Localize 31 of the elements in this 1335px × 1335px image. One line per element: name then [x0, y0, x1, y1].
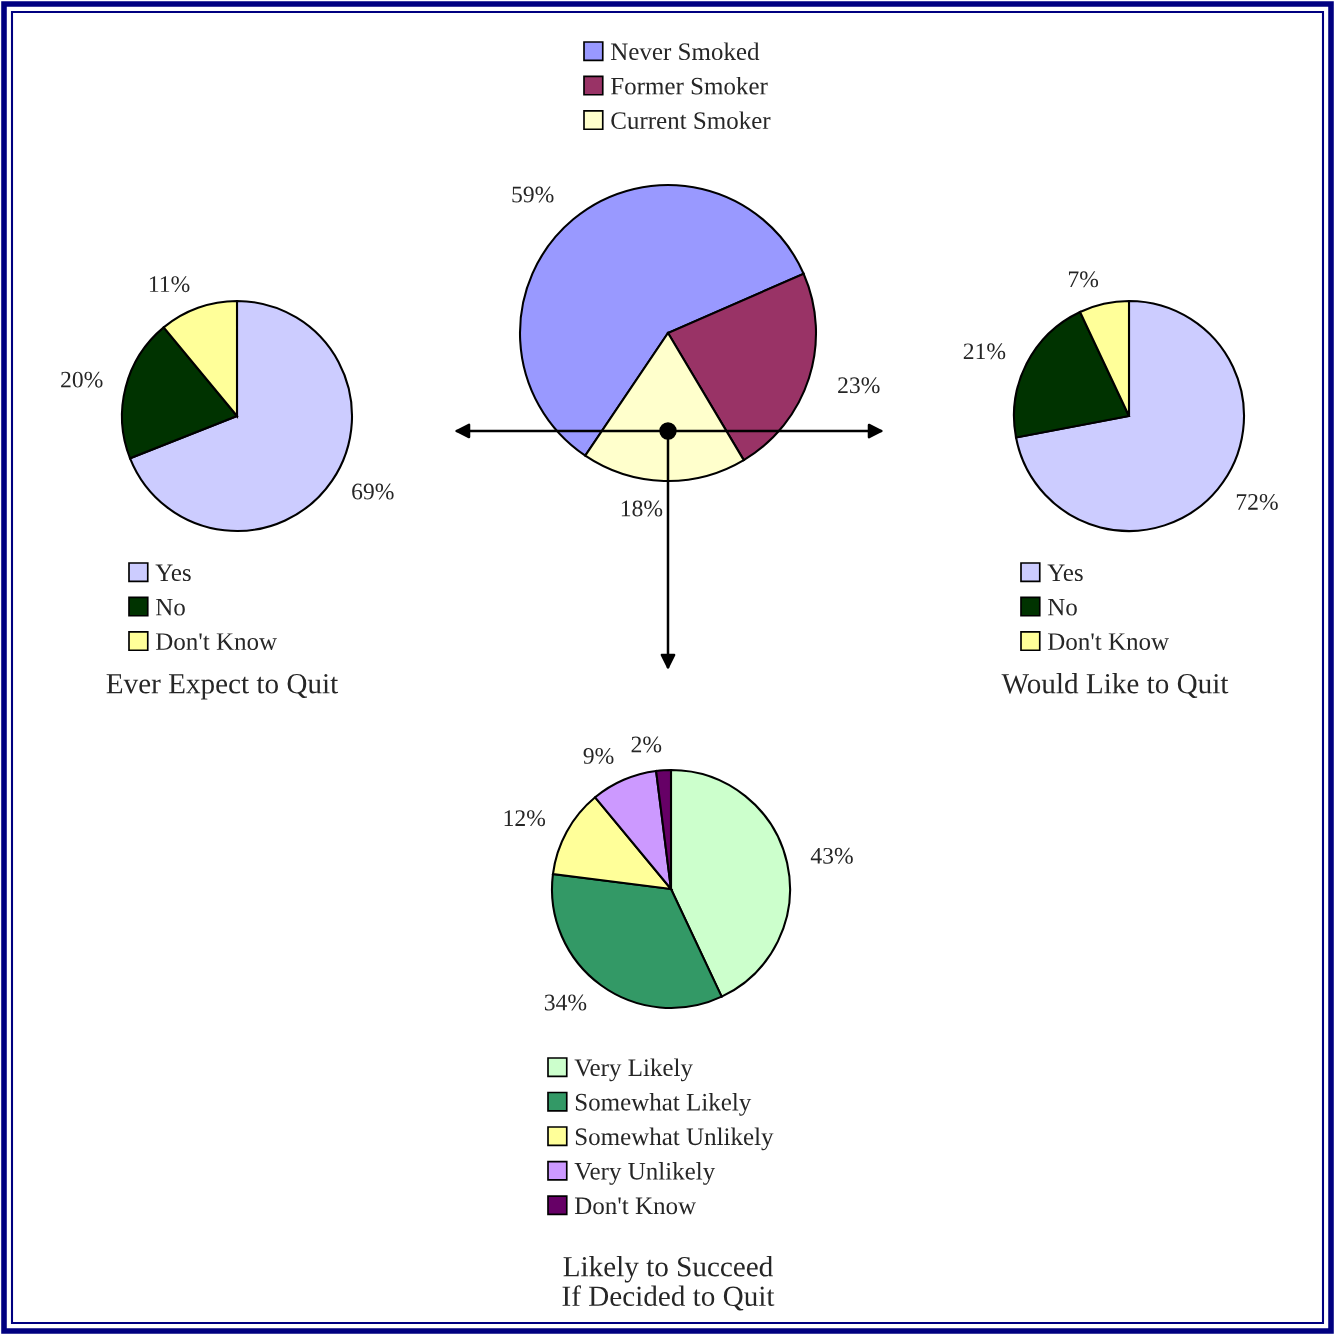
- legend-label: Somewhat Unlikely: [575, 1127, 774, 1151]
- data-label: 59%: [512, 186, 554, 203]
- data-label: 20%: [61, 371, 103, 388]
- legend-label: Never Smoked: [610, 42, 760, 61]
- data-label: 34%: [544, 994, 587, 1011]
- text: Would Like to Quit: [1001, 673, 1229, 698]
- legend-label: Don't Know: [155, 633, 277, 651]
- legend-label: Very Unlikely: [574, 1162, 716, 1185]
- legend-label: Yes: [155, 564, 191, 582]
- data-label: 21%: [963, 343, 1006, 360]
- data-label: 72%: [1236, 493, 1278, 510]
- data-label: 69%: [352, 483, 394, 500]
- data-label: 12%: [504, 810, 546, 827]
- legend-label: Yes: [1047, 564, 1083, 582]
- legend-label: Very Likely: [574, 1058, 693, 1082]
- data-label: 7%: [1068, 271, 1099, 288]
- legend-label: Don't Know: [574, 1197, 696, 1215]
- data-label: 43%: [810, 847, 853, 864]
- data-label: 18%: [621, 500, 663, 517]
- legend-label: Current Smoker: [611, 111, 771, 130]
- legend-label: No: [155, 598, 185, 616]
- legend-label: Former Smoker: [610, 76, 768, 95]
- legend-label: Don't Know: [1047, 633, 1169, 651]
- text: Ever Expect to Quit: [106, 673, 339, 700]
- data-label: 23%: [838, 377, 880, 394]
- data-label: 11%: [149, 276, 190, 293]
- legend-label: No: [1047, 598, 1077, 616]
- data-label: 2%: [631, 736, 662, 753]
- data-label: 9%: [583, 747, 614, 764]
- legend-label: Somewhat Likely: [575, 1093, 752, 1116]
- text: Likely to Succeed If Decided to Quit: [562, 1256, 775, 1311]
